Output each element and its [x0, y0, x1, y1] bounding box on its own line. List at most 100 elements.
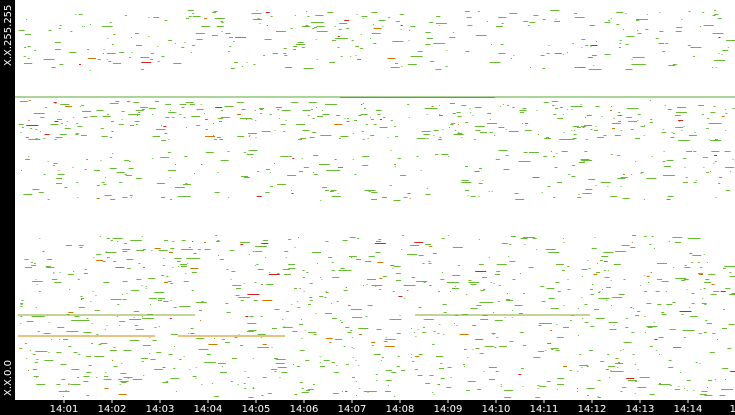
traffic-point: [352, 133, 354, 134]
traffic-point: [53, 165, 56, 166]
traffic-point: [360, 48, 364, 49]
traffic-point: [662, 175, 675, 176]
traffic-point: [577, 335, 579, 336]
traffic-point: [260, 337, 262, 338]
traffic-point: [351, 257, 352, 258]
traffic-point: [447, 367, 452, 368]
traffic-point: [272, 53, 278, 54]
traffic-point: [496, 337, 499, 338]
traffic-point: [260, 113, 263, 114]
traffic-point: [134, 311, 140, 312]
traffic-point: [383, 117, 386, 118]
traffic-point: [721, 116, 725, 117]
traffic-point: [520, 238, 528, 239]
traffic-point: [637, 114, 641, 115]
traffic-point: [662, 161, 666, 162]
traffic-point: [450, 291, 451, 292]
traffic-point: [179, 104, 185, 105]
traffic-point: [90, 116, 98, 117]
traffic-point: [439, 105, 441, 106]
traffic-point: [361, 16, 368, 17]
traffic-point: [36, 384, 46, 385]
traffic-point: [263, 55, 266, 56]
traffic-point: [259, 109, 263, 110]
traffic-point: [355, 46, 360, 47]
traffic-point: [48, 30, 52, 31]
traffic-point: [73, 352, 78, 353]
traffic-point: [399, 14, 404, 15]
traffic-point: [276, 107, 282, 108]
traffic-point: [230, 279, 232, 280]
traffic-point: [651, 156, 653, 157]
traffic-point: [208, 344, 218, 345]
traffic-point: [569, 370, 572, 371]
traffic-point: [75, 134, 79, 135]
traffic-point: [183, 117, 186, 118]
traffic-point: [455, 130, 457, 131]
traffic-point: [86, 395, 90, 396]
traffic-point: [498, 53, 506, 54]
traffic-point: [122, 197, 128, 198]
traffic-point: [608, 322, 618, 323]
traffic-point: [457, 133, 463, 134]
traffic-point: [36, 377, 38, 378]
traffic-point: [195, 302, 207, 303]
traffic-point: [701, 114, 704, 115]
traffic-point: [307, 389, 314, 390]
time-label: 14:13: [626, 404, 655, 415]
traffic-point: [704, 304, 707, 305]
traffic-point: [352, 317, 362, 318]
traffic-point: [619, 43, 622, 44]
traffic-point: [528, 267, 534, 268]
traffic-point: [344, 118, 346, 119]
traffic-point: [452, 275, 461, 276]
traffic-point: [584, 304, 588, 305]
traffic-point: [611, 123, 621, 124]
traffic-point: [470, 196, 476, 197]
traffic-point: [119, 325, 121, 326]
traffic-point: [388, 17, 391, 18]
traffic-point: [498, 150, 508, 151]
traffic-point: [505, 129, 507, 130]
traffic-point: [24, 34, 31, 35]
traffic-point: [324, 313, 332, 314]
traffic-point: [554, 21, 561, 22]
traffic-point: [646, 326, 658, 327]
traffic-point: [59, 134, 67, 135]
traffic-point: [35, 307, 37, 308]
traffic-point: [669, 109, 671, 110]
traffic-point: [672, 64, 677, 65]
traffic-point: [137, 115, 138, 116]
traffic-point: [119, 381, 129, 382]
traffic-point: [83, 376, 90, 377]
traffic-point: [703, 25, 714, 26]
traffic-point: [379, 127, 388, 128]
traffic-point: [345, 364, 349, 365]
traffic-point: [519, 112, 524, 113]
traffic-point: [56, 352, 62, 353]
traffic-point: [162, 265, 165, 266]
traffic-point: [122, 281, 128, 282]
traffic-point: [722, 268, 726, 269]
traffic-point: [94, 356, 105, 357]
traffic-point: [439, 324, 441, 325]
traffic-point: [667, 196, 674, 197]
traffic-point: [582, 318, 584, 319]
traffic-point: [274, 130, 276, 131]
traffic-point: [352, 357, 354, 358]
traffic-point: [313, 334, 317, 335]
traffic-point: [84, 269, 87, 270]
traffic-point: [249, 135, 251, 136]
traffic-point: [650, 272, 652, 273]
traffic-point: [488, 379, 495, 380]
traffic-point: [675, 112, 687, 113]
traffic-point: [126, 268, 131, 269]
traffic-point: [371, 12, 378, 13]
traffic-point: [86, 356, 91, 357]
traffic-point: [416, 138, 426, 139]
traffic-point: [715, 67, 717, 68]
traffic-point: [484, 346, 494, 347]
traffic-point: [67, 274, 74, 275]
traffic-point: [493, 312, 494, 313]
traffic-point: [191, 116, 201, 117]
